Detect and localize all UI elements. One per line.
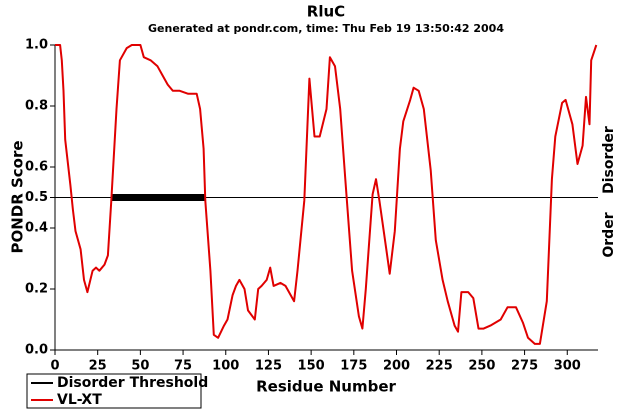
y-axis-label: PONDR Score (9, 140, 27, 253)
x-axis-label: Residue Number (256, 378, 396, 396)
series-line (55, 44, 598, 345)
x-tick-label: 100 (212, 359, 239, 374)
x-tick-label: 125 (255, 359, 282, 374)
y-tick-label: 0.2 (25, 282, 48, 297)
y-tick-label: 0.8 (25, 99, 48, 114)
x-tick-label: 175 (340, 359, 367, 374)
legend-label: Disorder Threshold (57, 375, 208, 391)
y-tick-label: 0.0 (25, 343, 48, 358)
order-label: Order (601, 212, 617, 257)
x-tick-label: 150 (298, 359, 325, 374)
x-tick-label: 25 (89, 359, 107, 374)
y-tick-label: 0.6 (25, 160, 48, 175)
y-tick-label: 0.4 (25, 221, 48, 236)
chart-subtitle: Generated at pondr.com, time: Thu Feb 19… (148, 22, 504, 35)
x-tick-label: 250 (468, 359, 495, 374)
x-tick-label: 75 (174, 359, 192, 374)
y-tick-label: 1.0 (25, 38, 48, 53)
y-tick-label: 0.5 (25, 190, 48, 205)
chart-title: RluC (307, 3, 345, 21)
x-tick-label: 0 (50, 359, 59, 374)
disorder-label: Disorder (601, 126, 617, 194)
x-tick-label: 200 (383, 359, 410, 374)
legend-box (26, 373, 202, 409)
x-tick-label: 50 (131, 359, 149, 374)
x-tick-label: 225 (426, 359, 453, 374)
x-tick-label: 275 (511, 359, 538, 374)
legend-label: VL-XT (57, 392, 102, 408)
x-tick-label: 300 (554, 359, 581, 374)
